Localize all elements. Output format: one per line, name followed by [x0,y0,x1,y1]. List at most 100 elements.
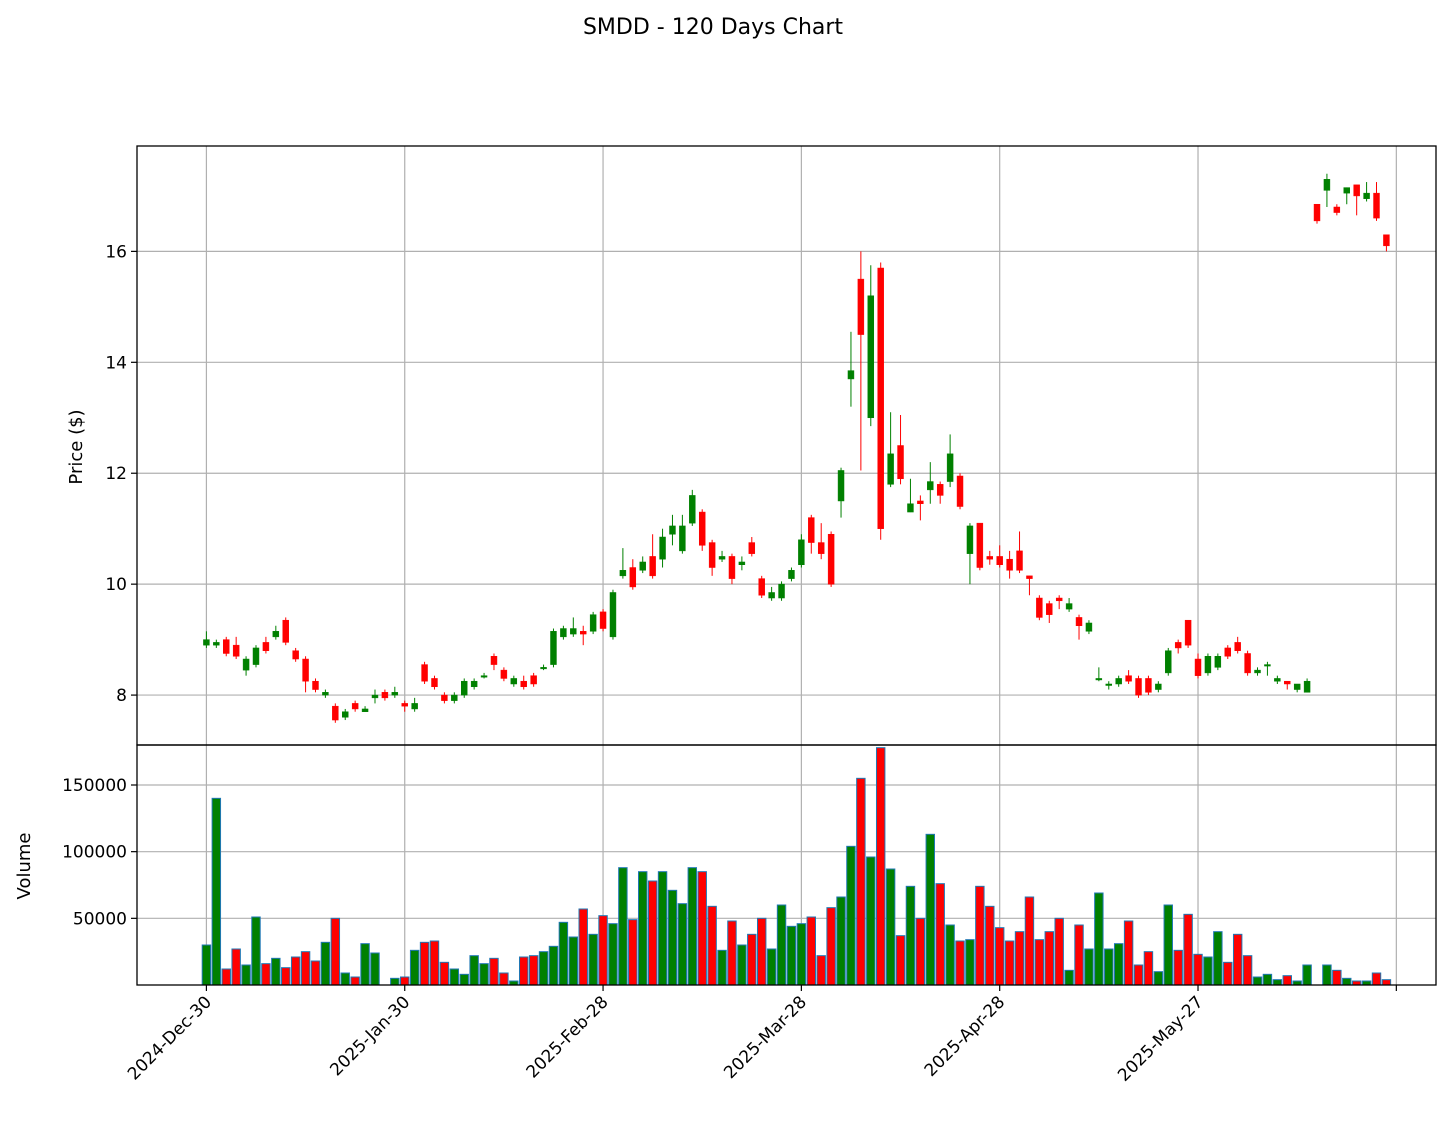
volume-bar [965,939,975,986]
volume-bar [975,885,985,986]
candle-body [500,669,508,679]
volume-bar [310,960,321,986]
candle-body [351,703,359,710]
volume-bar [261,963,271,986]
volume-bar [568,936,579,986]
candle-body [629,567,637,588]
candle-body [480,675,488,678]
volume-bar [667,889,678,986]
volume-bar [1044,931,1054,986]
volume-bar [429,940,440,986]
volume-bar [816,955,826,986]
volume-bar [697,871,707,986]
candle-body [490,656,498,665]
candle-body [698,511,706,546]
volume-bar [290,956,301,986]
volume-bar [737,944,747,986]
candle-body [272,631,280,638]
volume-tick-label: 100000 [62,843,127,863]
candle-body [560,628,567,638]
volume-bar [528,955,539,986]
price-candles [203,173,1390,723]
volume-bar [1282,975,1292,986]
price-gridlines [137,146,1436,745]
volume-bar [875,747,886,986]
candle-body [808,517,815,543]
volume-bar [538,951,549,986]
x-tick-label: 2025-Apr-28 [921,992,1009,1080]
volume-bar [727,920,737,986]
volume-bar [1302,964,1312,986]
candle-body [232,644,240,657]
candle-body [1016,550,1023,571]
volume-bar [1272,979,1283,986]
volume-bar [925,833,935,986]
x-tick-label: 2025-Mar-28 [720,992,811,1083]
candle-body [223,639,230,654]
volume-bar [320,941,331,986]
volume-bar [459,973,469,986]
candle-body [1145,678,1152,693]
volume-bar [1213,931,1223,986]
candle-body [1333,206,1341,213]
candle-body [1165,650,1172,674]
candle-body [1155,683,1162,690]
volume-bar [647,880,658,986]
volume-bar [300,951,311,986]
volume-bar [548,945,559,986]
candle-body [520,680,527,688]
volume-bar [756,917,767,986]
candle-body [1115,678,1122,685]
candle-body [510,678,518,685]
candle-body [708,542,716,568]
volume-bar [1332,969,1342,986]
volume-bar [419,941,430,986]
volume-bar [340,972,350,986]
volume-bar [1262,973,1273,986]
volume-bar [776,904,787,986]
volume-bar [717,949,727,986]
candle-body [669,525,676,535]
candle-body [431,678,438,688]
candle-body [609,592,617,638]
candle-body [1105,683,1112,686]
volume-bar [1223,961,1233,986]
candle-body [332,705,339,721]
volume-bar [885,868,896,986]
volume-bar [469,955,479,986]
volume-bar [766,948,777,986]
x-tick-label: 2025-May-27 [1114,992,1207,1085]
candle-body [649,556,656,577]
candle-body [877,267,884,529]
volume-bar [657,871,668,986]
candle-body [589,614,597,632]
candle-body [907,503,914,513]
volume-bar [1084,948,1094,986]
candle-body [996,556,1003,565]
volume-bar [558,921,569,986]
candle-body [1284,680,1291,685]
candle-body [570,628,577,635]
volume-bar [1104,948,1114,986]
volume-bar [1094,892,1104,986]
volume-bar [1193,953,1203,986]
volume-bar [400,976,410,986]
x-tick-label: 2024-Dec-30 [124,992,216,1084]
candle-body [679,525,686,552]
candle-body [401,703,408,707]
price-tick-label: 8 [116,686,127,706]
candle-body [1125,675,1132,682]
candle-body [976,522,984,568]
volume-bar [1034,939,1045,986]
candle-body [1254,669,1261,674]
volume-bar [1064,969,1074,986]
candle-body [1026,575,1033,579]
candle-body [342,711,349,718]
volume-tick-label: 150000 [62,776,127,796]
volume-bar [1322,964,1332,986]
candle-body [1065,603,1073,610]
volume-bar [638,871,648,986]
candle-body [1006,558,1013,571]
price-tick-label: 12 [105,464,127,484]
volume-axis-label: Volume [14,833,35,900]
